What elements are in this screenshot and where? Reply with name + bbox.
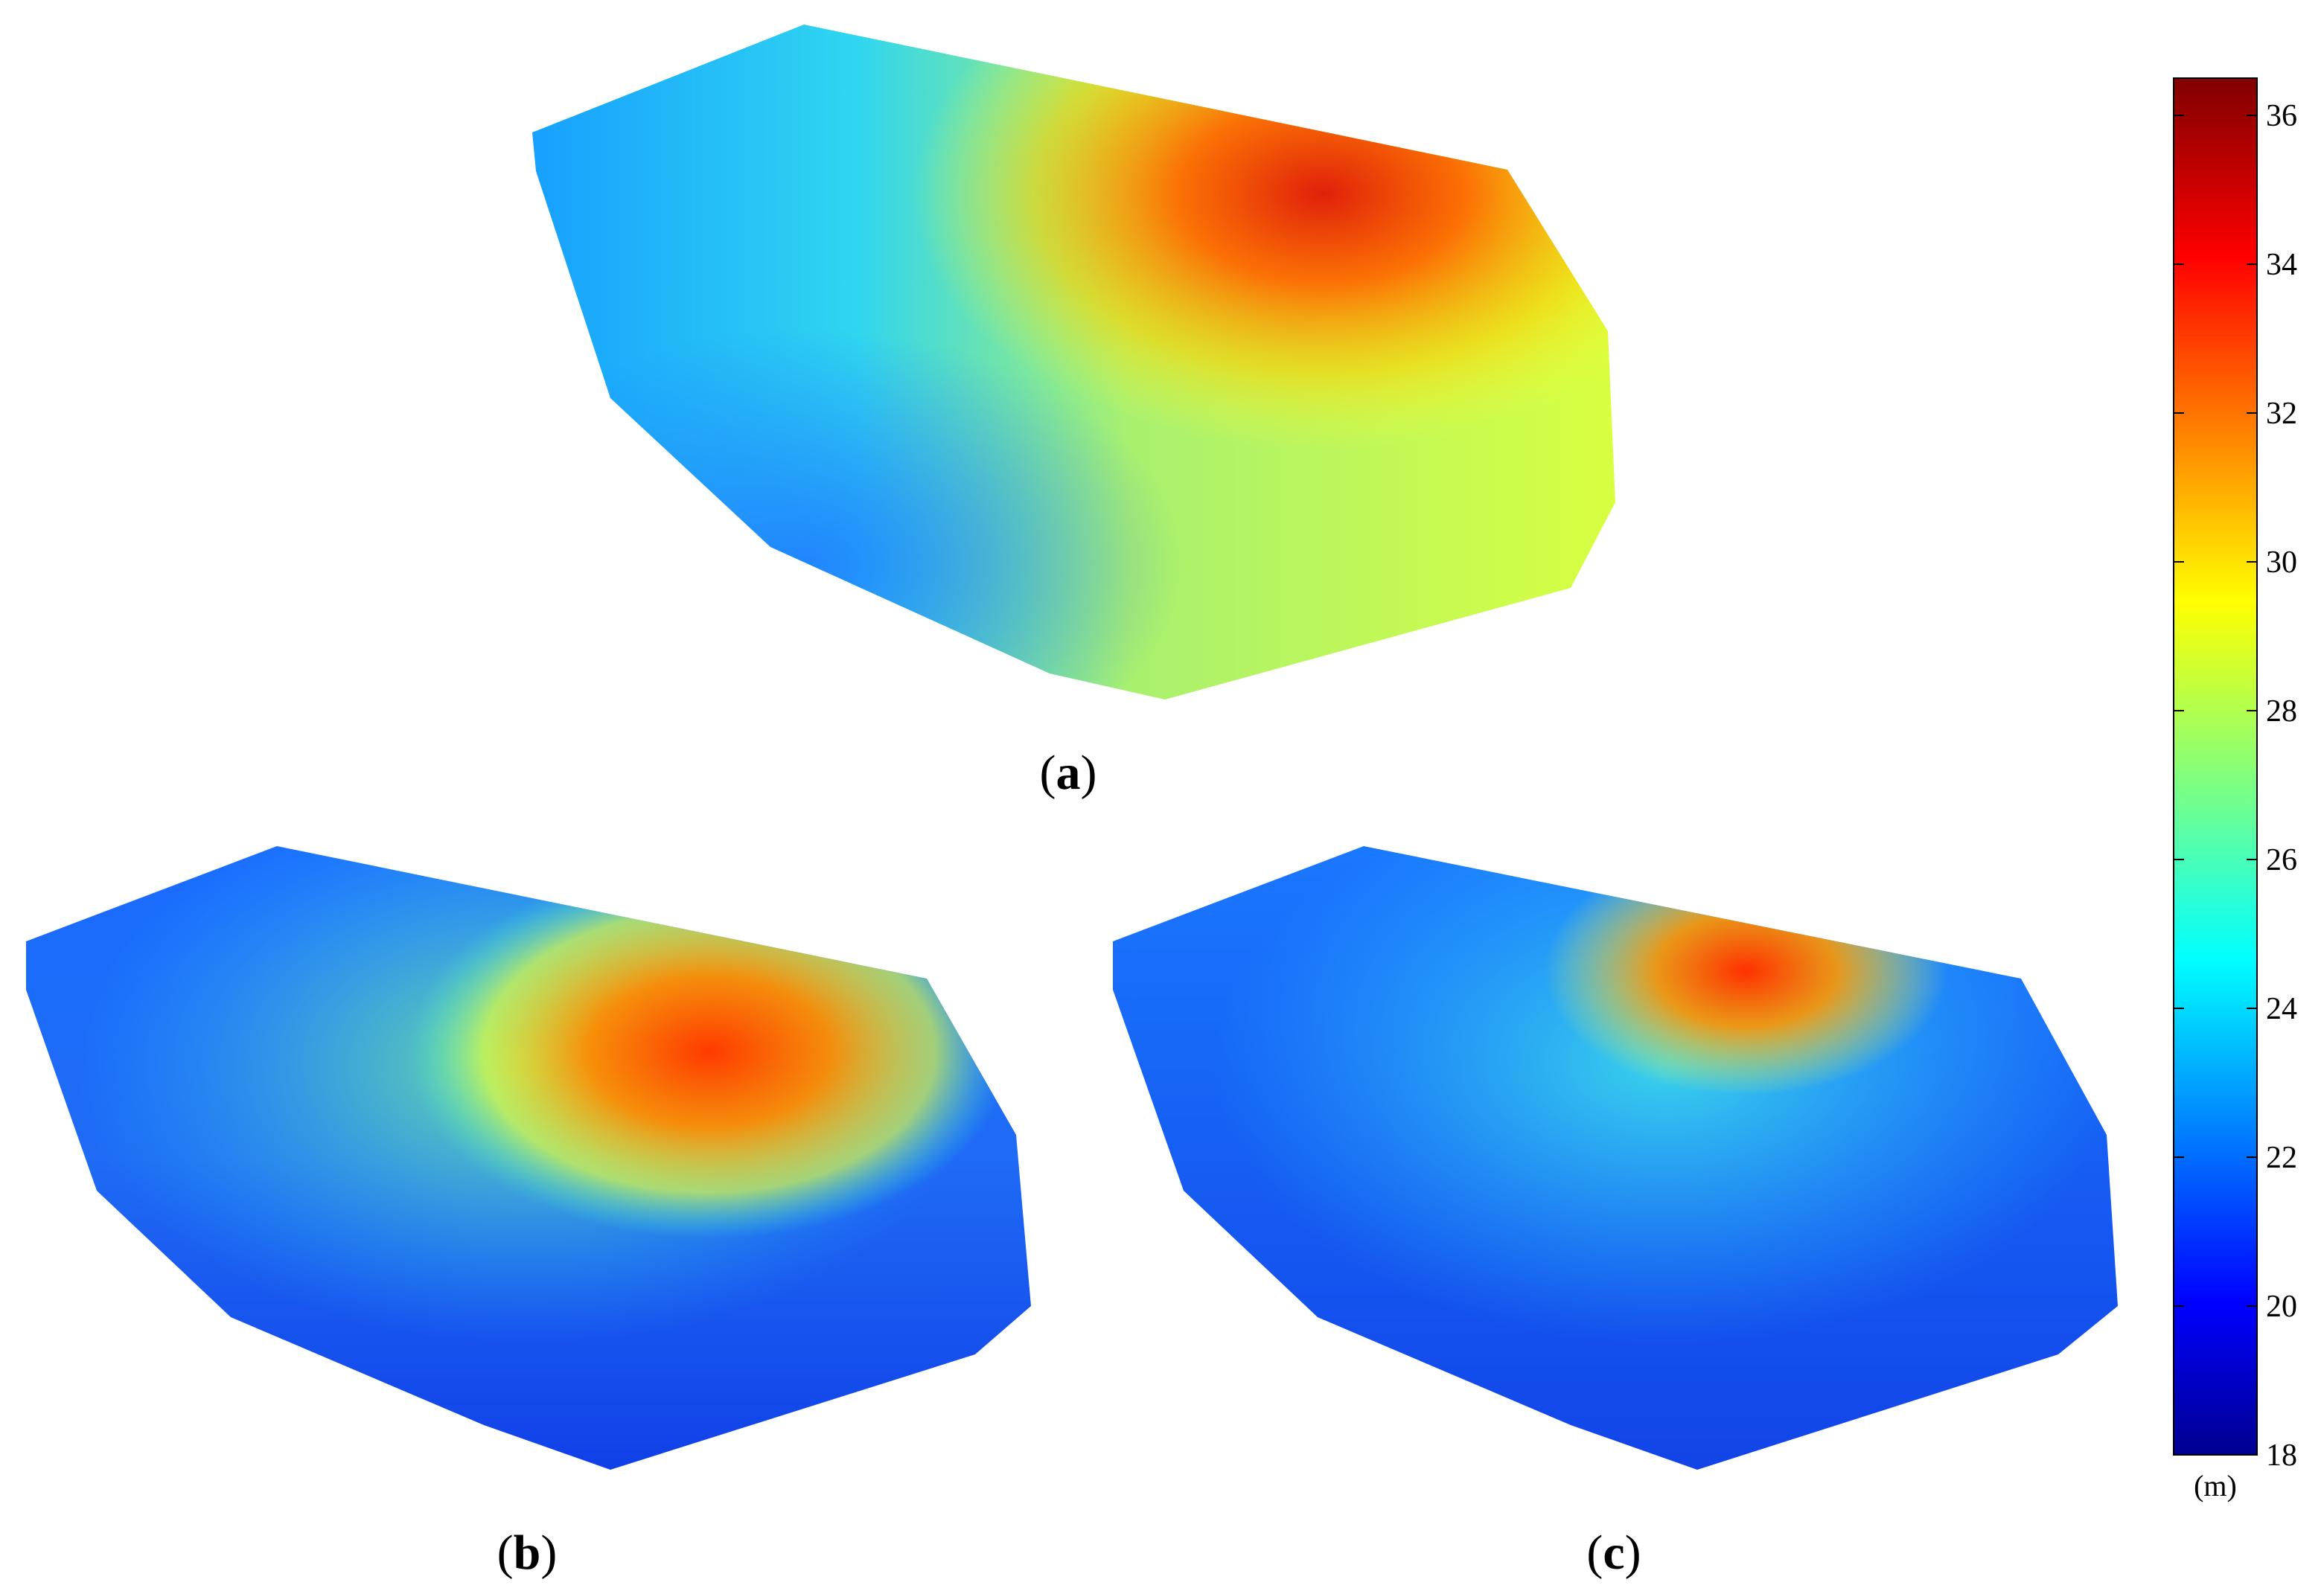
colorbar-unit-label: (m) bbox=[2194, 1469, 2237, 1502]
colorbar-tick-label: 18 bbox=[2266, 1438, 2297, 1473]
colorbar-tick-label: 32 bbox=[2266, 397, 2297, 431]
colorbar-tick-label: 24 bbox=[2266, 992, 2297, 1026]
colorbar: 18 20 22 24 26 28 30 32 34 36 (m) bbox=[2173, 77, 2297, 1502]
panel-a-map bbox=[532, 25, 1615, 700]
panel-c-map bbox=[1113, 846, 2118, 1470]
colorbar-gradient bbox=[2173, 77, 2258, 1456]
panel-b-label: (b) bbox=[497, 1526, 558, 1580]
colorbar-tick-label: 26 bbox=[2266, 843, 2297, 877]
panel-c-label: (c) bbox=[1586, 1526, 1641, 1580]
colorbar-tick-label: 34 bbox=[2266, 248, 2297, 282]
colorbar-tick-label: 28 bbox=[2266, 694, 2297, 729]
colorbar-tick-label: 30 bbox=[2266, 545, 2297, 580]
colorbar-ticks: 18 20 22 24 26 28 30 32 34 36 bbox=[2174, 99, 2297, 1473]
colorbar-tick-label: 22 bbox=[2266, 1141, 2297, 1175]
colorbar-tick-label: 20 bbox=[2266, 1290, 2297, 1324]
colorbar-tick-label: 36 bbox=[2266, 99, 2297, 133]
panel-a-label: (a) bbox=[1040, 746, 1097, 800]
panel-b-map bbox=[26, 846, 1031, 1470]
